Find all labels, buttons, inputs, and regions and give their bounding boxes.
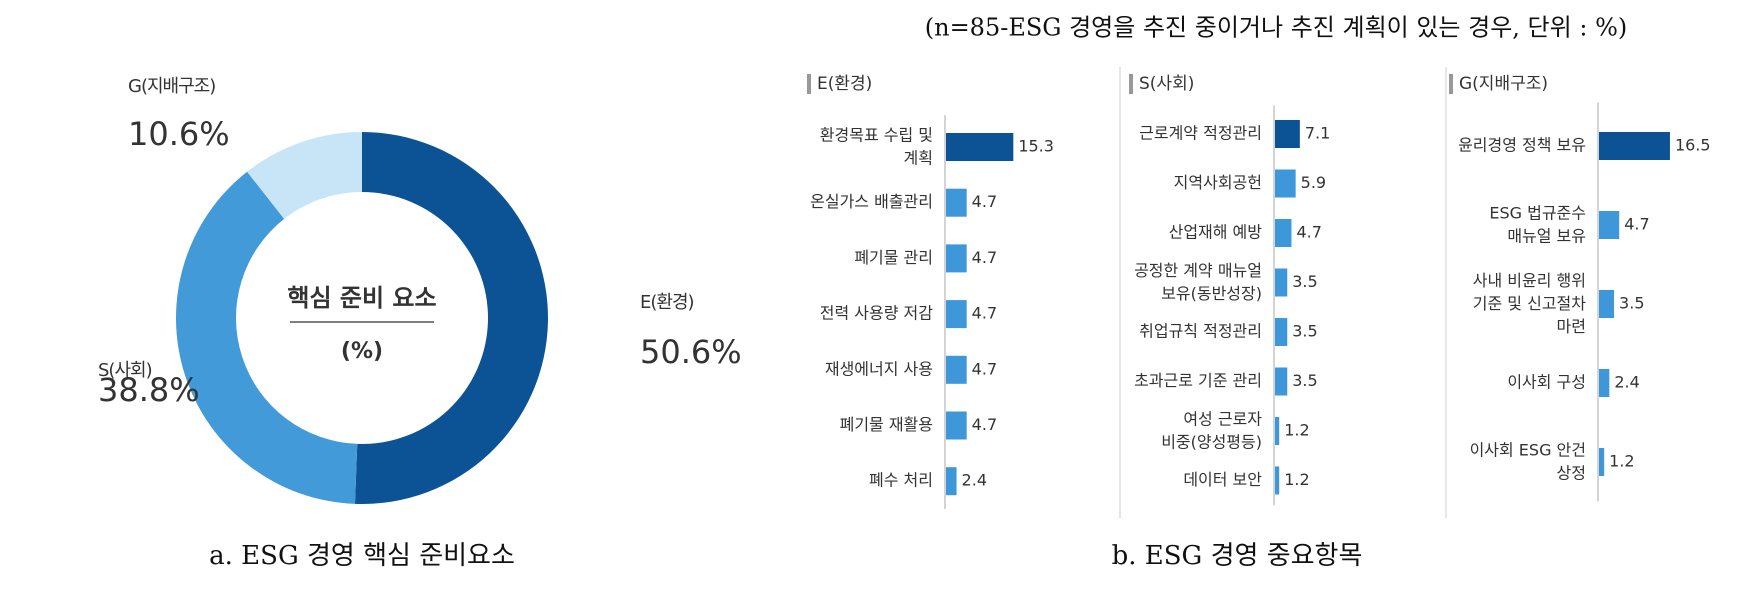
donut-segment [176,171,358,504]
value-label: 1.2 [1284,470,1309,489]
value-label: 4.7 [972,415,997,434]
note: (n=85-ESG 경영을 추진 중이거나 추진 계획이 있는 경우, 단위 :… [925,14,1627,42]
bar [1275,219,1292,247]
donut-segment [354,132,549,505]
segment-value: 10.6% [128,115,230,153]
category-label: 산업재해 예방 [1169,223,1263,242]
caption: a. ESG 경영 핵심 준비요소 [209,541,515,571]
bar [946,133,1014,161]
caption: b. ESG 경영 중요항목 [1112,541,1363,571]
category-label: 근로계약 적정관리 [1139,124,1262,143]
segment-value: 38.8% [98,371,200,409]
bar [946,411,967,440]
category-label: 온실가스 배출관리 [810,192,933,211]
bar [1275,268,1288,297]
category-label: 환경목표 수립 및 계획 [820,125,933,167]
category-label: 윤리경영 정책 보유 [1458,136,1586,155]
value-label: 4.7 [972,359,997,378]
bar [946,355,967,384]
segment-label: G(지배구조) [128,76,215,97]
value-label: 15.3 [1018,137,1054,156]
value-label: 4.7 [972,248,997,267]
bar [1275,318,1288,346]
category-label: 여성 근로자 비중(양성평등) [1161,409,1262,451]
bar [946,188,967,217]
value-label: 4.7 [1624,215,1649,234]
title-marker [1449,74,1453,94]
value-label: 1.2 [1609,452,1634,471]
bar [946,467,957,496]
panel-title: E(환경) [817,74,872,94]
bar [1599,211,1620,239]
value-label: 3.5 [1619,294,1644,313]
title-marker [807,74,811,94]
category-label: 이사회 구성 [1507,373,1586,392]
category-label: 초과근로 기준 관리 [1134,371,1262,390]
bar [1275,120,1300,148]
bar [1599,290,1615,318]
value-label: 4.7 [972,304,997,323]
value-label: 3.5 [1292,272,1317,291]
title-marker [1129,74,1133,94]
category-label: 이사회 ESG 안건 상정 [1470,440,1586,482]
bar [1599,448,1605,476]
category-label: 폐기물 관리 [854,248,933,267]
category-label: 지역사회공헌 [1174,173,1262,192]
bar [1275,466,1280,495]
segment-label: E(환경) [640,292,694,313]
category-label: 폐기물 재활용 [840,415,933,434]
center-title: 핵심 준비 요소 [287,284,436,312]
value-label: 2.4 [962,471,987,490]
value-label: 16.5 [1675,136,1711,155]
category-label: 데이터 보안 [1183,470,1262,489]
bar [1275,169,1296,198]
value-label: 2.4 [1614,373,1639,392]
category-label: 취업규칙 적정관리 [1139,322,1262,341]
value-label: 1.2 [1284,421,1309,440]
value-label: 4.7 [972,192,997,211]
category-label: 공정한 계약 매뉴얼 보유(동반성장) [1134,261,1262,303]
bar [946,244,967,273]
category-label: 사내 비윤리 행위 기준 및 신고절차 마련 [1473,271,1586,336]
value-label: 3.5 [1292,322,1317,341]
panel-title: G(지배구조) [1459,74,1548,94]
donut-segment [247,132,362,219]
segment-label: S(사회) [98,360,152,381]
bar [1275,417,1280,445]
bar [946,300,967,329]
category-label: 전력 사용량 저감 [820,304,933,323]
segment-value: 50.6% [640,333,742,371]
panel-title: S(사회) [1139,74,1194,94]
category-label: 폐수 처리 [869,471,933,490]
value-label: 7.1 [1305,124,1330,143]
bar [1599,369,1610,397]
bar [1275,367,1288,396]
value-label: 4.7 [1296,223,1321,242]
category-label: ESG 법규준수 매뉴얼 보유 [1489,203,1586,245]
value-label: 5.9 [1301,173,1326,192]
bar [1599,132,1670,160]
value-label: 3.5 [1292,371,1317,390]
center-subtitle: (%) [341,339,383,364]
category-label: 재생에너지 사용 [825,359,933,378]
